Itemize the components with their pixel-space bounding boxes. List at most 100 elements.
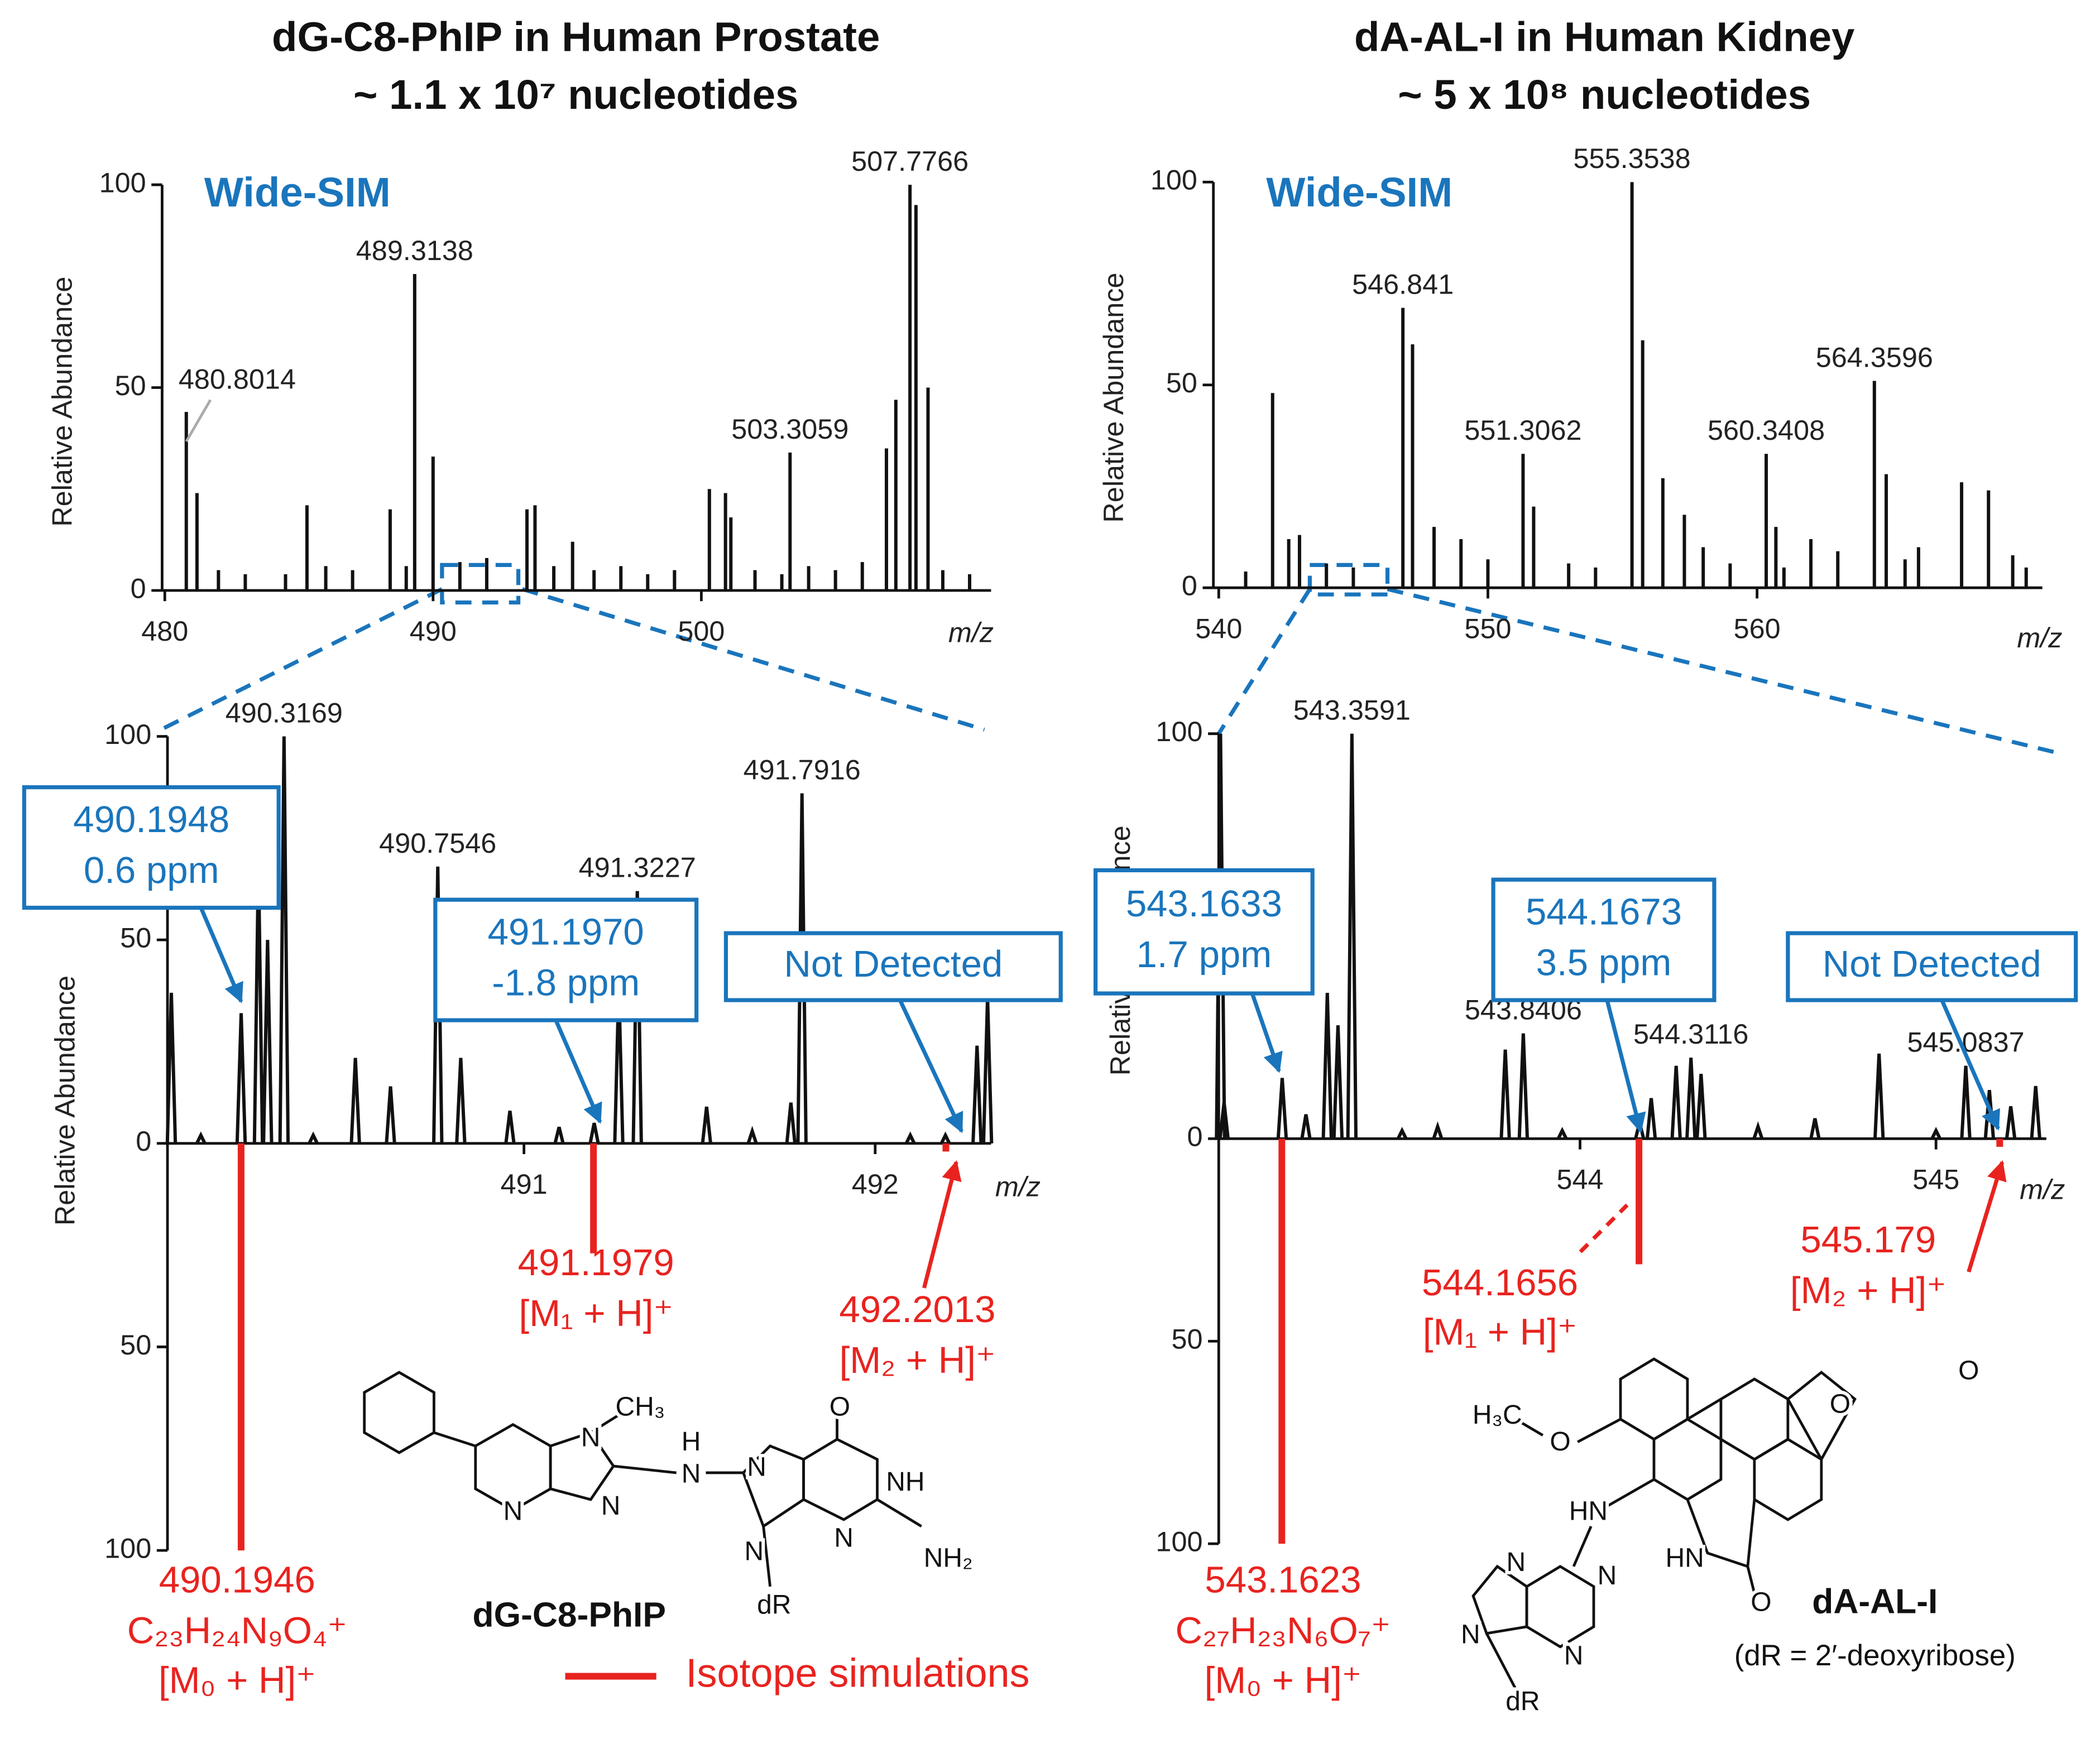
atom-label: O: [1751, 1588, 1771, 1617]
y-tick-label: 50: [120, 921, 151, 953]
peak: [385, 1086, 396, 1144]
annotation-arrow: [898, 999, 963, 1133]
peak-label: 507.7766: [851, 145, 969, 177]
simulation-mz: 544.1656: [1422, 1262, 1578, 1304]
peak: [349, 1058, 361, 1144]
peak: [1332, 1025, 1344, 1139]
y-tick-label: 100: [1150, 164, 1197, 196]
bond: [1719, 1377, 1790, 1461]
peak-label: 503.3059: [731, 413, 848, 445]
atom-label: N: [1507, 1548, 1526, 1577]
annotation-text: 1.7 ppm: [1137, 934, 1272, 976]
simulation-ion: [M₂ + H]⁺: [840, 1339, 996, 1381]
y-tick-label: 50: [120, 1329, 151, 1361]
peak: [746, 1126, 758, 1144]
peak: [1873, 1053, 1885, 1139]
peak: [971, 1045, 983, 1144]
peak: [701, 1106, 712, 1144]
bond: [1525, 1565, 1595, 1649]
annotation-text: -1.8 ppm: [492, 962, 640, 1003]
peak: [939, 1131, 951, 1145]
simulation-arrow: [1579, 1203, 1629, 1253]
annotation-text: 544.1673: [1526, 891, 1682, 933]
annotation-text: 491.1970: [488, 911, 644, 953]
x-tick-label: 540: [1195, 612, 1242, 644]
peak: [308, 1131, 319, 1145]
peak: [235, 1013, 247, 1144]
annotation-arrow: [199, 907, 243, 1003]
simulation-arrow: [922, 1160, 962, 1289]
peak: [1321, 993, 1333, 1139]
atom-label: H₃C: [1473, 1400, 1522, 1430]
peak-label: 546.841: [1352, 268, 1454, 300]
annotation-box: [1093, 868, 1315, 996]
atom-label: NH: [886, 1467, 924, 1497]
peak: [195, 1131, 207, 1145]
bond: [802, 1438, 879, 1521]
chart-title: dG-C8-PhIP in Human Prostate: [272, 14, 880, 60]
annotation-box: [433, 897, 699, 1022]
y-tick-label: 0: [1182, 569, 1197, 601]
atom-label: H: [682, 1427, 701, 1457]
x-tick-label: 491: [501, 1168, 548, 1200]
bond: [589, 1411, 624, 1434]
zoom-line: [1387, 587, 2056, 755]
annotation: Wide-SIM: [204, 169, 391, 215]
x-axis-label: m/z: [995, 1171, 1041, 1203]
bond: [1686, 1499, 1756, 1569]
bond: [1786, 1370, 1857, 1462]
peak-label: 490.3169: [226, 696, 343, 728]
peak: [785, 1102, 797, 1144]
peak: [1752, 1121, 1764, 1140]
simulation-ion: [M₁ + H]⁺: [1423, 1311, 1577, 1353]
peak: [1670, 1065, 1682, 1139]
simulation-mz: 543.1623: [1205, 1559, 1361, 1601]
atom-label: N: [601, 1491, 621, 1521]
simulation-mz: 545.179: [1800, 1219, 1936, 1261]
peak: [904, 1131, 916, 1145]
chart-title: dA-AL-I in Human Kidney: [1354, 14, 1854, 60]
simulation-formula: C₂₇H₂₃N₆O₇⁺: [1175, 1610, 1391, 1652]
legend-label: Isotope simulations: [685, 1651, 1029, 1696]
y-tick-label: 100: [1156, 1525, 1202, 1557]
peak: [1432, 1121, 1444, 1140]
x-axis-label: m/z: [2020, 1173, 2065, 1205]
peak: [1396, 1127, 1408, 1140]
peak: [1276, 1078, 1288, 1139]
atom-label: HN: [1666, 1544, 1704, 1573]
peak-label: 489.3138: [356, 234, 473, 266]
peak-label: 551.3062: [1464, 414, 1581, 446]
x-axis-label: m/z: [2017, 622, 2062, 654]
bond: [1471, 1564, 1528, 1635]
y-tick-label: 0: [1187, 1121, 1202, 1152]
x-tick-label: 560: [1734, 612, 1781, 644]
atom-label: N: [581, 1423, 601, 1453]
bond: [1746, 1566, 1756, 1594]
atom-label: NH₂: [924, 1544, 973, 1573]
leader-line: [185, 399, 212, 443]
simulation-mz: 492.2013: [839, 1289, 995, 1330]
bond: [762, 1526, 771, 1587]
peak-label: 491.3227: [579, 852, 696, 883]
peak-label: 564.3596: [1816, 341, 1933, 373]
peak: [981, 997, 994, 1144]
annotation: Wide-SIM: [1266, 169, 1452, 215]
peak: [2030, 1085, 2041, 1139]
peak: [278, 736, 290, 1144]
peak: [1960, 1065, 1972, 1139]
y-tick-label: 100: [104, 718, 151, 750]
y-axis-label: Relative Abundance: [1097, 272, 1129, 522]
x-tick-label: 500: [678, 615, 725, 647]
bond: [613, 1464, 677, 1474]
bond: [433, 1431, 476, 1448]
annotation-text: 0.6 ppm: [84, 849, 219, 891]
bond: [876, 1498, 922, 1527]
simulation-arrow: [1967, 1160, 2007, 1273]
atom-label: O: [830, 1392, 850, 1421]
annotation-arrow: [554, 1019, 602, 1124]
panel: dA-AL-I in Human Kidney ~ 5 x 10⁸ nucleot…: [1097, 14, 2063, 654]
peak: [1685, 1058, 1697, 1139]
y-tick-label: 50: [115, 369, 146, 401]
bond: [363, 1371, 435, 1454]
